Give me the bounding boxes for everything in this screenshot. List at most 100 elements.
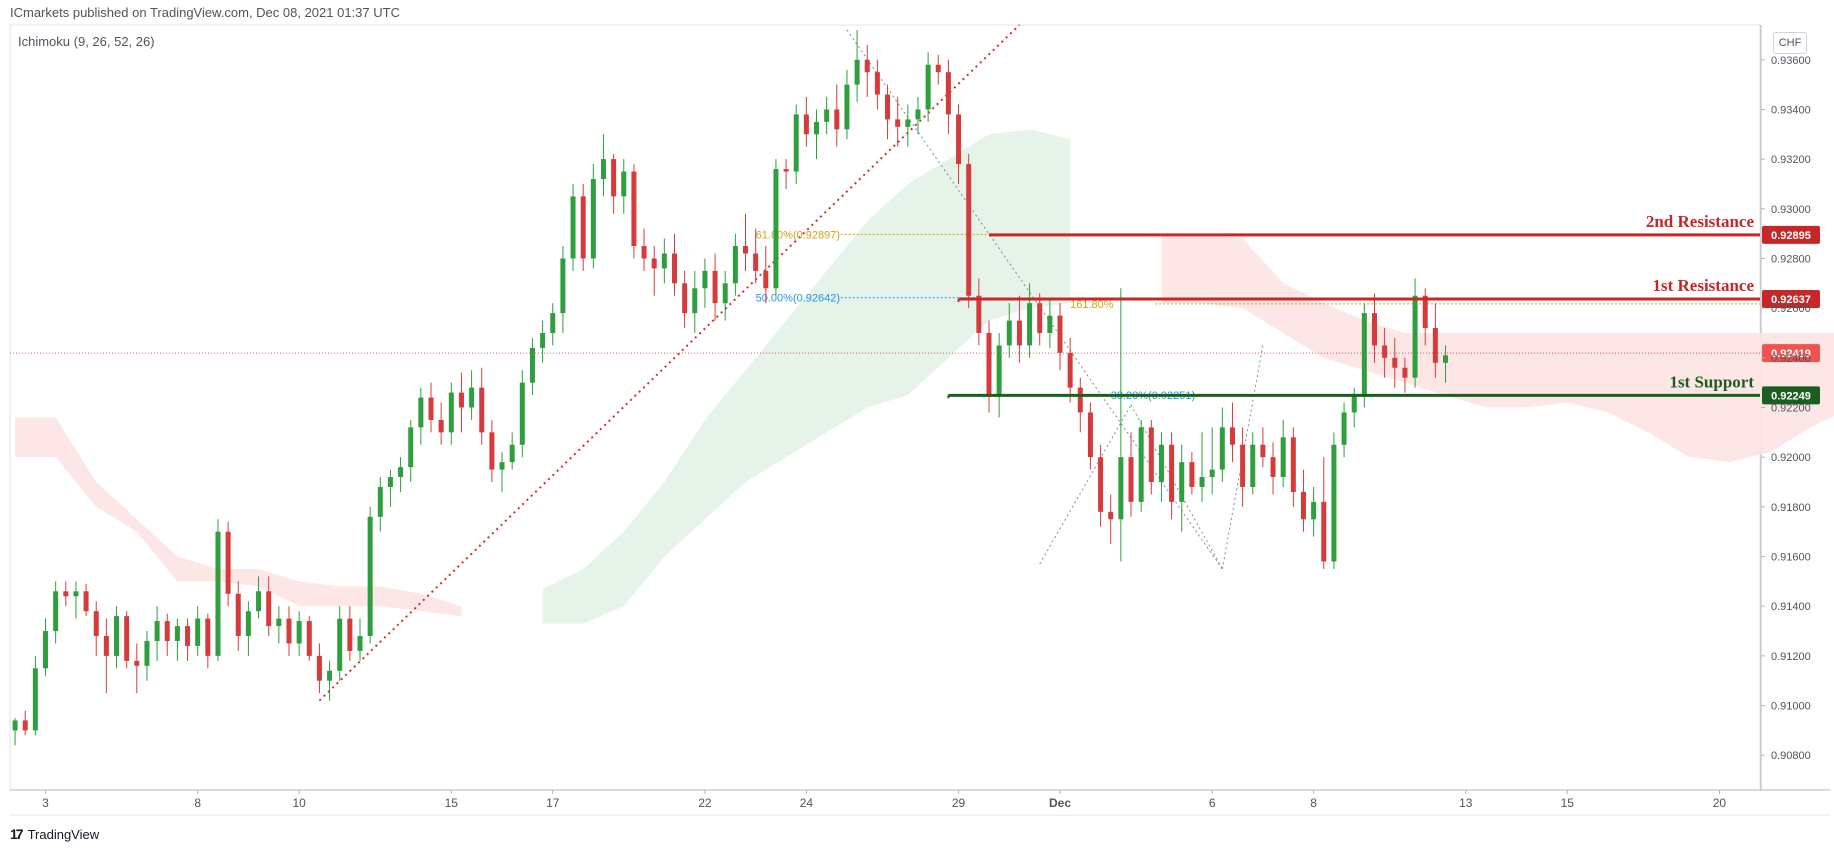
candle-bullish [1209, 469, 1215, 478]
candle-bearish [306, 621, 312, 656]
candle-bullish [1412, 295, 1418, 378]
candle-bearish [1169, 444, 1175, 502]
candle-bullish [408, 427, 414, 468]
candle-bullish [590, 178, 596, 259]
candle-bearish [1422, 295, 1428, 329]
cloud-red-early [15, 417, 462, 617]
candle-bullish [692, 288, 698, 314]
last-price-label: 0.92419 [1771, 348, 1811, 360]
candle-bearish [611, 159, 617, 197]
currency-badge[interactable]: CHF [1773, 32, 1807, 54]
candle-bearish [1057, 315, 1063, 353]
candle-bullish [550, 313, 556, 333]
candle-bullish [905, 119, 911, 127]
candle-bearish [63, 591, 69, 597]
candle-bearish [1260, 444, 1266, 458]
candle-bearish [945, 72, 951, 115]
candle-bearish [83, 591, 89, 612]
candle-bullish [73, 591, 79, 597]
time-tick-label: 6 [1209, 796, 1216, 810]
candle-bearish [743, 246, 749, 254]
candle-bearish [834, 109, 840, 130]
price-tick-label: 0.91400 [1771, 601, 1811, 613]
level-label: 1st Resistance [1652, 276, 1754, 295]
candle-bullish [398, 467, 404, 478]
candle-bullish [1179, 462, 1185, 502]
candle-bullish [854, 59, 860, 85]
fib-swing-line [1130, 404, 1223, 570]
candle-bearish [124, 616, 130, 661]
candle-bearish [874, 72, 880, 95]
candle-bearish [164, 621, 170, 641]
candle-bearish [641, 246, 647, 259]
fib-level-label: 161.80% [1070, 299, 1114, 311]
level-label: 1st Support [1669, 372, 1754, 391]
candle-bullish [387, 477, 393, 487]
candle-bullish [844, 84, 850, 130]
time-tick-label: 13 [1459, 796, 1473, 810]
candle-bullish [327, 670, 333, 681]
candle-bullish [1341, 412, 1347, 445]
price-tick-label: 0.92600 [1771, 303, 1811, 315]
price-tick-label: 0.92800 [1771, 253, 1811, 265]
candle-bearish [1382, 345, 1388, 358]
candle-bearish [1402, 367, 1408, 378]
candle-bullish [621, 171, 627, 197]
candle-bearish [864, 59, 870, 73]
candle-bullish [1118, 457, 1124, 520]
price-tick-label: 0.93200 [1771, 154, 1811, 166]
candle-bullish [1361, 313, 1367, 396]
candle-bearish [1098, 457, 1104, 512]
candle-bearish [1229, 427, 1235, 445]
uptrend-line [318, 24, 1021, 702]
candle-bearish [1240, 444, 1246, 487]
candle-bullish [793, 114, 799, 172]
candle-bullish [1047, 315, 1053, 333]
price-tick-label: 0.92000 [1771, 452, 1811, 464]
candle-bearish [134, 660, 140, 666]
time-tick-label: 24 [800, 796, 814, 810]
cloud-green [542, 129, 1071, 624]
candle-bullish [1138, 427, 1144, 502]
grid [9, 24, 1830, 816]
candle-bearish [479, 387, 485, 433]
candle-bearish [489, 432, 495, 470]
candle-bullish [1006, 320, 1012, 346]
candle-bearish [1148, 427, 1154, 483]
price-tick-label: 0.93600 [1771, 55, 1811, 67]
candle-bearish [1128, 457, 1134, 502]
candle-bearish [103, 636, 109, 656]
cloud-red [1161, 233, 1834, 463]
candle-bullish [1331, 444, 1337, 562]
candle-bearish [783, 169, 789, 172]
publisher-header: ICmarkets published on TradingView.com, … [10, 5, 400, 20]
candle-bullish [357, 636, 363, 651]
candle-bearish [1371, 313, 1377, 346]
price-tick-label: 0.92400 [1771, 353, 1811, 365]
candle-bullish [722, 283, 728, 304]
candle-bullish [1311, 501, 1317, 520]
footer[interactable]: 17 TradingView [10, 826, 99, 842]
candle-bearish [1392, 357, 1398, 368]
levels: 2nd Resistance 0.92895 1st Resistance 0.926… [947, 212, 1820, 405]
candle-bullish [469, 387, 475, 408]
candle-bearish [266, 591, 272, 627]
candle-bullish [773, 169, 779, 289]
tradingview-logo-icon: 17 [10, 826, 24, 842]
candle-bearish [1108, 511, 1114, 520]
candle-bullish [702, 270, 708, 289]
candle-bearish [1067, 352, 1073, 388]
candle-bearish [1290, 437, 1296, 492]
candle-bearish [1321, 501, 1327, 562]
candle-bullish [144, 640, 150, 666]
axes: 0.93600 0.93400 0.93200 0.93000 0.92800 0.926… [42, 55, 1811, 810]
time-tick-label: 15 [445, 796, 459, 810]
fib-level-label: 50.00%(0.92642) [756, 293, 840, 305]
candle-bullish [377, 486, 383, 517]
candle-bearish [1077, 387, 1083, 413]
candle-bearish [185, 626, 191, 646]
time-tick-label: 10 [292, 796, 306, 810]
level-label: 2nd Resistance [1646, 212, 1755, 231]
indicator-label[interactable]: Ichimoku (9, 26, 52, 26) [18, 34, 155, 49]
